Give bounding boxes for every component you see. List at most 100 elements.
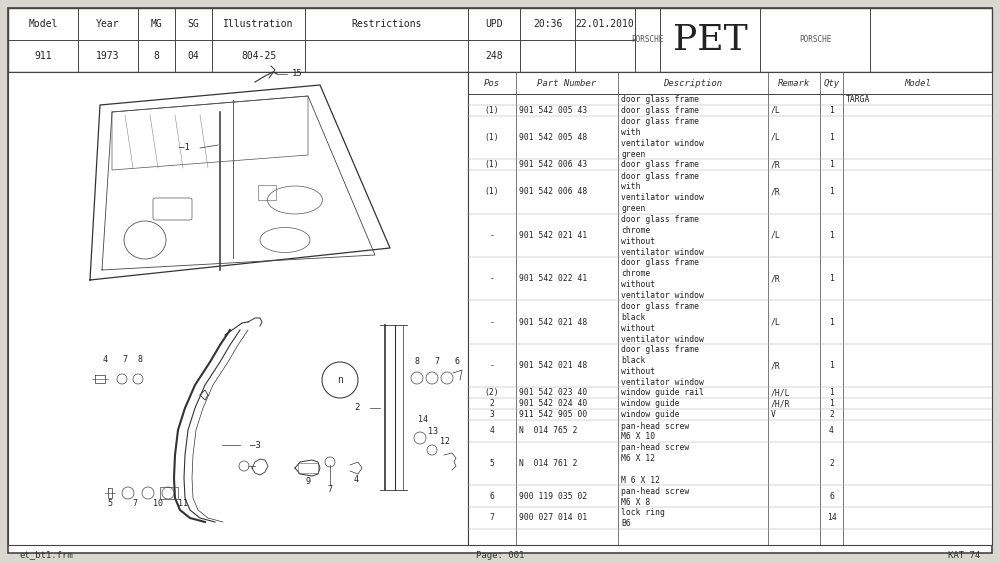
Text: 9: 9 <box>306 477 310 486</box>
Text: Qty: Qty <box>823 78 840 87</box>
Text: Pos: Pos <box>484 78 500 87</box>
Text: -: - <box>490 231 494 240</box>
Text: chrome: chrome <box>621 226 650 235</box>
Text: 15: 15 <box>292 69 302 78</box>
Text: without: without <box>621 237 655 246</box>
Text: 2: 2 <box>355 404 360 413</box>
Text: 901 542 005 43: 901 542 005 43 <box>519 106 587 115</box>
Text: ventilator window: ventilator window <box>621 334 704 343</box>
Text: 22.01.2010: 22.01.2010 <box>576 19 634 29</box>
Text: Page: 001: Page: 001 <box>476 551 524 560</box>
Text: —1: —1 <box>179 142 190 151</box>
Bar <box>8 8 992 72</box>
Text: 2: 2 <box>490 399 494 408</box>
Text: ventilator window: ventilator window <box>621 139 704 148</box>
Text: lock ring: lock ring <box>621 508 665 517</box>
Text: PORSCHE: PORSCHE <box>799 35 831 44</box>
Text: (1): (1) <box>485 106 499 115</box>
Text: 6: 6 <box>490 491 494 501</box>
Text: 901 542 006 43: 901 542 006 43 <box>519 160 587 169</box>
Text: 8: 8 <box>154 51 159 61</box>
Text: MG: MG <box>151 19 162 29</box>
Text: M6 X 10: M6 X 10 <box>621 432 655 441</box>
Text: pan-head screw: pan-head screw <box>621 443 689 452</box>
Text: /R: /R <box>771 274 781 283</box>
Bar <box>468 72 992 545</box>
Text: black: black <box>621 313 645 322</box>
Text: /H/L: /H/L <box>771 388 790 397</box>
Text: ventilator window: ventilator window <box>621 248 704 257</box>
Text: Restrictions: Restrictions <box>351 19 422 29</box>
Text: 900 027 014 01: 900 027 014 01 <box>519 513 587 522</box>
Bar <box>8 72 468 545</box>
Text: -: - <box>490 274 494 283</box>
Text: 901 542 021 48: 901 542 021 48 <box>519 361 587 370</box>
Text: 13: 13 <box>428 427 438 436</box>
Text: green: green <box>621 204 645 213</box>
Text: 14: 14 <box>827 513 836 522</box>
Text: 04: 04 <box>188 51 199 61</box>
Text: (2): (2) <box>485 388 499 397</box>
Text: /R: /R <box>771 187 781 196</box>
Text: without: without <box>621 367 655 376</box>
Text: ventilator window: ventilator window <box>621 291 704 300</box>
Text: door glass frame: door glass frame <box>621 95 699 104</box>
Text: Description: Description <box>663 78 723 87</box>
Text: 12: 12 <box>440 437 450 446</box>
Text: 4: 4 <box>354 476 358 485</box>
Text: 1: 1 <box>829 106 834 115</box>
Text: (1): (1) <box>485 160 499 169</box>
Text: 3: 3 <box>490 410 494 419</box>
Text: 1973: 1973 <box>96 51 120 61</box>
Text: 248: 248 <box>485 51 503 61</box>
Text: B6: B6 <box>621 519 631 528</box>
Text: 2: 2 <box>829 410 834 419</box>
Text: Model: Model <box>904 78 931 87</box>
Text: /L: /L <box>771 318 781 327</box>
Text: 911 542 905 00: 911 542 905 00 <box>519 410 587 419</box>
Text: 4   7  8: 4 7 8 <box>103 355 143 364</box>
Text: 5: 5 <box>490 459 494 468</box>
Bar <box>258 185 276 200</box>
Text: M6 X 12: M6 X 12 <box>621 454 655 463</box>
Text: N  014 765 2: N 014 765 2 <box>519 426 578 435</box>
Text: ventilator window: ventilator window <box>621 378 704 387</box>
Text: 1: 1 <box>829 361 834 370</box>
Text: /R: /R <box>771 160 781 169</box>
Text: 4: 4 <box>829 426 834 435</box>
Text: n: n <box>337 375 343 385</box>
Text: 6: 6 <box>829 491 834 501</box>
Text: KAT 74: KAT 74 <box>948 551 980 560</box>
Text: 2: 2 <box>829 459 834 468</box>
Text: window guide: window guide <box>621 399 680 408</box>
Text: ventilator window: ventilator window <box>621 193 704 202</box>
Text: /H/R: /H/R <box>771 399 790 408</box>
Text: 20:36: 20:36 <box>533 19 562 29</box>
Text: Year: Year <box>96 19 120 29</box>
Bar <box>160 487 178 499</box>
Text: 911: 911 <box>34 51 52 61</box>
Text: UPD: UPD <box>485 19 503 29</box>
Text: door glass frame: door glass frame <box>621 302 699 311</box>
Text: 901 542 022 41: 901 542 022 41 <box>519 274 587 283</box>
Text: 804-25: 804-25 <box>241 51 276 61</box>
Text: 901 542 023 40: 901 542 023 40 <box>519 388 587 397</box>
Text: —3: —3 <box>250 440 261 449</box>
Text: Part Number: Part Number <box>537 78 597 87</box>
Text: SG: SG <box>188 19 199 29</box>
Text: N  014 761 2: N 014 761 2 <box>519 459 578 468</box>
Text: green: green <box>621 150 645 159</box>
Text: Model: Model <box>28 19 58 29</box>
Text: door glass frame: door glass frame <box>621 160 699 169</box>
Text: et_bt1.frm: et_bt1.frm <box>20 551 74 560</box>
Bar <box>298 463 318 473</box>
Text: door glass frame: door glass frame <box>621 172 699 181</box>
Text: 1: 1 <box>829 399 834 408</box>
Text: TARGA: TARGA <box>846 95 870 104</box>
Text: door glass frame: door glass frame <box>621 258 699 267</box>
Text: 901 542 005 48: 901 542 005 48 <box>519 133 587 142</box>
Text: /R: /R <box>771 361 781 370</box>
Text: 8   7   6: 8 7 6 <box>415 358 460 367</box>
Text: door glass frame: door glass frame <box>621 117 699 126</box>
Text: door glass frame: door glass frame <box>621 215 699 224</box>
